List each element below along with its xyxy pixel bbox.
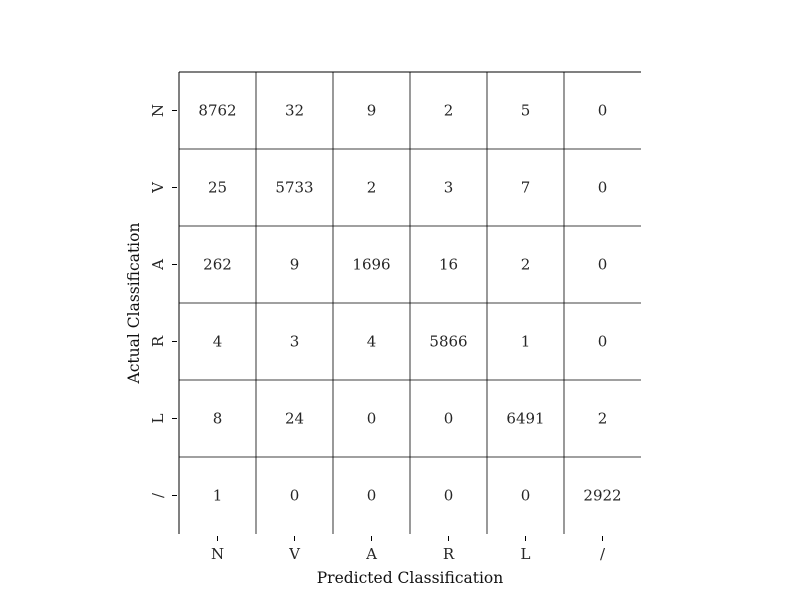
cell-value-4-1: 24 xyxy=(285,410,304,428)
cell-value-2-5: 0 xyxy=(598,256,608,274)
matrix-cell-2-0 xyxy=(179,226,256,303)
matrix-cell-1-0 xyxy=(179,149,256,226)
cell-value-5-0: 1 xyxy=(213,487,223,505)
y-axis-label: Actual Classification xyxy=(125,223,143,385)
matrix-cell-4-2 xyxy=(333,380,410,457)
matrix-cell-3-1 xyxy=(256,303,333,380)
cell-value-1-5: 0 xyxy=(598,179,608,197)
cell-value-1-3: 3 xyxy=(444,179,454,197)
y-tick-label-0: N xyxy=(149,104,167,117)
cell-value-1-2: 2 xyxy=(367,179,377,197)
x-tick-label-3: R xyxy=(443,545,455,563)
cell-value-0-0: 8762 xyxy=(198,102,236,120)
matrix-cell-1-1 xyxy=(256,149,333,226)
cell-value-2-0: 262 xyxy=(203,256,232,274)
matrix-cell-3-2 xyxy=(333,303,410,380)
matrix-cell-4-5 xyxy=(564,380,641,457)
x-tick-label-4: L xyxy=(521,545,531,563)
matrix-cell-4-4 xyxy=(487,380,564,457)
x-axis-ticks: N V A R L / xyxy=(211,536,606,563)
cell-value-0-1: 32 xyxy=(285,102,304,120)
matrix-cell-0-1 xyxy=(256,72,333,149)
cell-value-3-2: 4 xyxy=(367,333,377,351)
y-tick-label-1: V xyxy=(149,181,167,194)
x-tick-label-0: N xyxy=(211,545,224,563)
y-tick-label-3: R xyxy=(149,335,167,347)
matrix-cell-1-5 xyxy=(564,149,641,226)
cell-value-5-1: 0 xyxy=(290,487,300,505)
cell-value-4-4: 6491 xyxy=(506,410,544,428)
cell-value-3-4: 1 xyxy=(521,333,531,351)
cell-value-5-2: 0 xyxy=(367,487,377,505)
x-tick-label-1: V xyxy=(288,545,301,563)
matrix-cell-2-1 xyxy=(256,226,333,303)
cell-value-0-2: 9 xyxy=(367,102,377,120)
cell-value-1-1: 5733 xyxy=(275,179,313,197)
matrix-cell-1-4 xyxy=(487,149,564,226)
matrix-cell-4-0 xyxy=(179,380,256,457)
matrix-cell-1-2 xyxy=(333,149,410,226)
matrix-cell-0-4 xyxy=(487,72,564,149)
matrix-cell-3-3 xyxy=(410,303,487,380)
matrix-cell-5-5 xyxy=(564,457,641,534)
y-tick-label-4: L xyxy=(149,413,167,423)
cell-value-3-3: 5866 xyxy=(429,333,467,351)
matrix-cell-0-2 xyxy=(333,72,410,149)
x-axis-label: Predicted Classification xyxy=(317,569,504,587)
cell-value-4-5: 2 xyxy=(598,410,608,428)
cell-value-4-0: 8 xyxy=(213,410,223,428)
matrix-cell-1-3 xyxy=(410,149,487,226)
matrix-cell-5-3 xyxy=(410,457,487,534)
matrix-cell-3-5 xyxy=(564,303,641,380)
matrix-cell-2-5 xyxy=(564,226,641,303)
x-tick-label-5: / xyxy=(600,545,606,563)
cell-value-2-3: 16 xyxy=(439,256,458,274)
cell-value-0-3: 2 xyxy=(444,102,454,120)
matrix-cell-5-1 xyxy=(256,457,333,534)
y-tick-label-5: / xyxy=(149,492,167,498)
matrix-cell-5-4 xyxy=(487,457,564,534)
cell-value-2-2: 1696 xyxy=(352,256,390,274)
cell-value-5-4: 0 xyxy=(521,487,531,505)
cell-value-4-3: 0 xyxy=(444,410,454,428)
matrix-cell-0-5 xyxy=(564,72,641,149)
cell-value-2-1: 9 xyxy=(290,256,300,274)
y-axis-ticks: N V A R L / xyxy=(149,104,177,498)
matrix-cell-4-1 xyxy=(256,380,333,457)
cell-value-3-0: 4 xyxy=(213,333,223,351)
cell-value-5-3: 0 xyxy=(444,487,454,505)
cell-value-2-4: 2 xyxy=(521,256,531,274)
matrix-gridlines xyxy=(178,71,641,534)
y-tick-label-2: A xyxy=(149,259,167,271)
cell-value-1-4: 7 xyxy=(521,179,531,197)
matrix-cell-3-4 xyxy=(487,303,564,380)
matrix-cell-2-2 xyxy=(333,226,410,303)
cell-value-3-5: 0 xyxy=(598,333,608,351)
cell-value-0-4: 5 xyxy=(521,102,531,120)
cell-value-3-1: 3 xyxy=(290,333,300,351)
matrix-cell-2-3 xyxy=(410,226,487,303)
matrix-cell-0-0 xyxy=(179,72,256,149)
cell-value-4-2: 0 xyxy=(367,410,377,428)
matrix-cell-5-2 xyxy=(333,457,410,534)
cell-value-1-0: 25 xyxy=(208,179,227,197)
matrix-cell-2-4 xyxy=(487,226,564,303)
x-tick-label-2: A xyxy=(365,545,377,563)
matrix-cell-3-0 xyxy=(179,303,256,380)
cell-value-5-5: 2922 xyxy=(583,487,621,505)
matrix-cell-5-0 xyxy=(179,457,256,534)
matrix-cell-0-3 xyxy=(410,72,487,149)
matrix-cell-4-3 xyxy=(410,380,487,457)
cell-value-0-5: 0 xyxy=(598,102,608,120)
